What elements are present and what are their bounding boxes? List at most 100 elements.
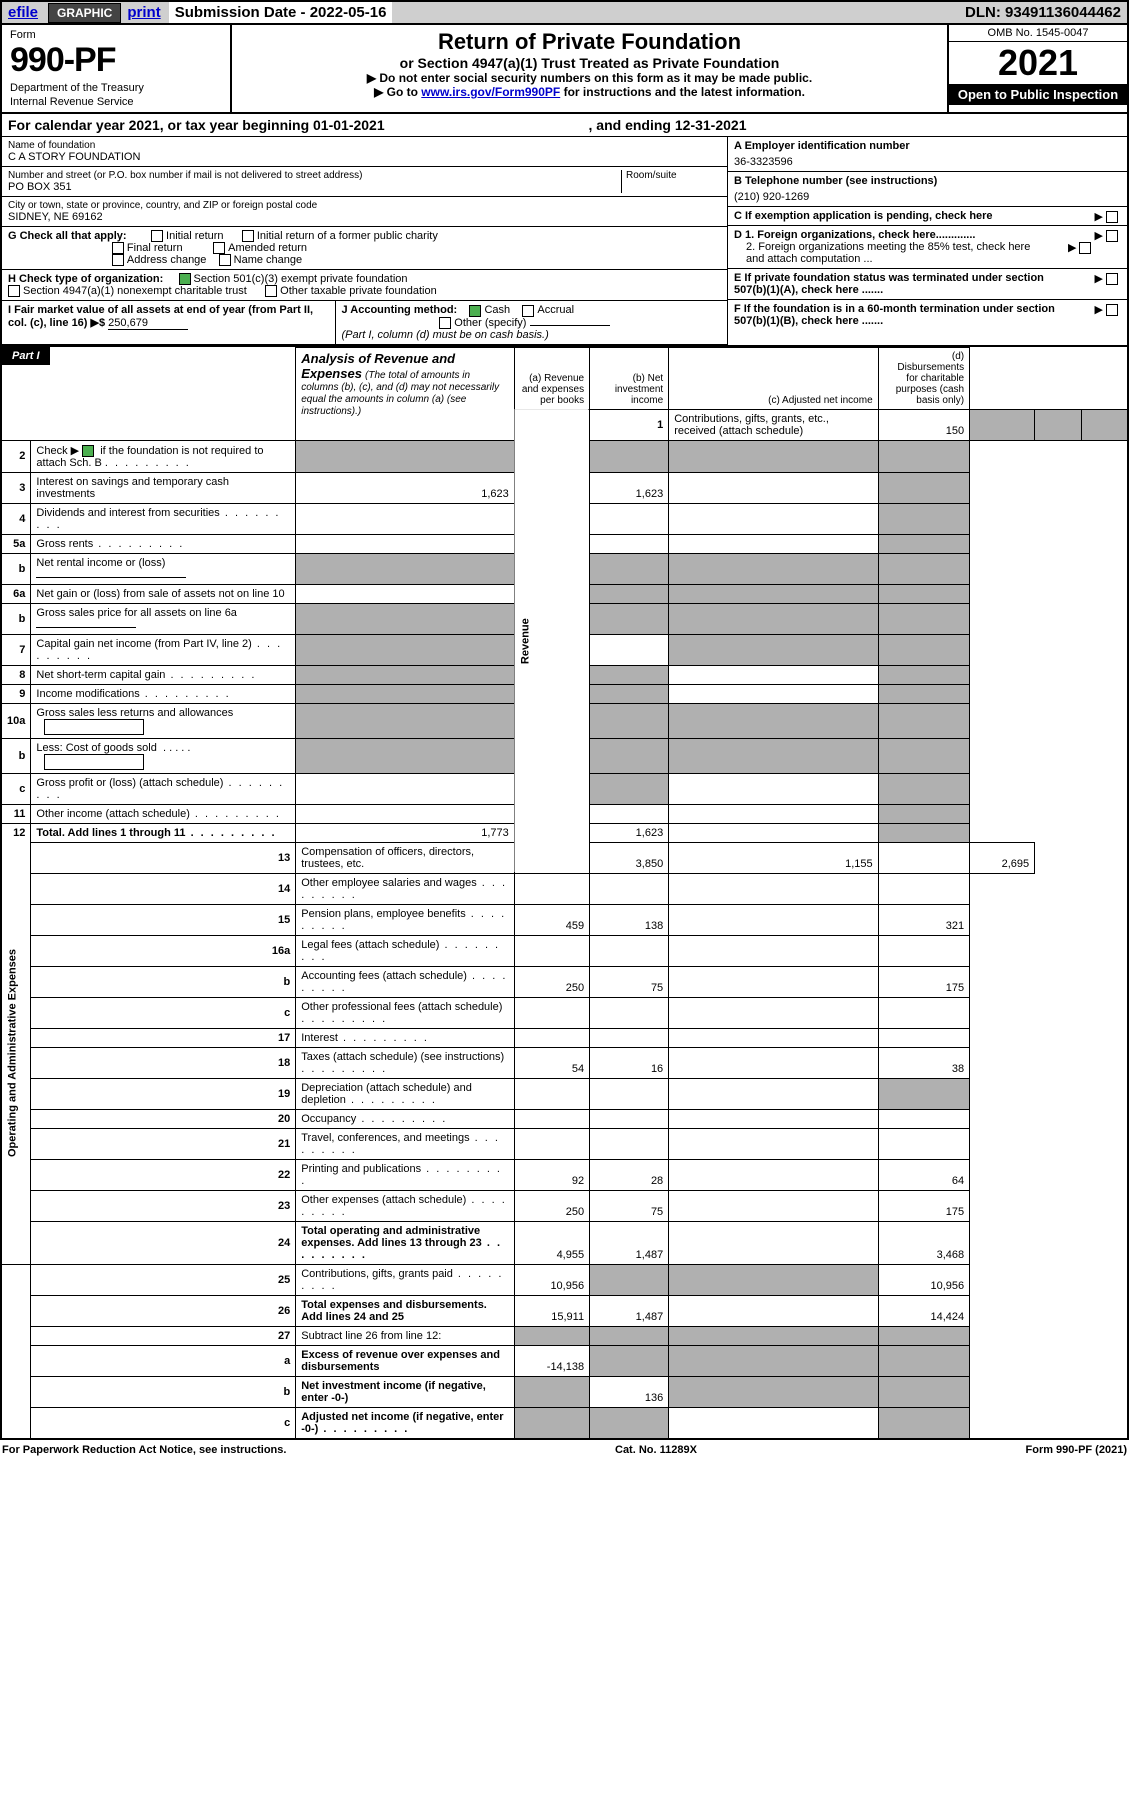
form-header: Form 990-PF Department of the Treasury I… [0,25,1129,114]
i-value: 250,679 [108,317,188,330]
part1-badge: Part I [2,347,50,365]
opt-501c3: Section 501(c)(3) exempt private foundat… [194,273,408,285]
row-16a: 16aLegal fees (attach schedule) [1,935,1128,966]
check-other-method[interactable] [439,317,451,329]
row-24: 24Total operating and administrative exp… [1,1221,1128,1264]
d2-label: 2. Foreign organizations meeting the 85%… [746,241,1046,265]
row-23: 23Other expenses (attach schedule)250751… [1,1190,1128,1221]
footer-right: Form 990-PF (2021) [1026,1444,1127,1456]
row-17: 17Interest [1,1028,1128,1047]
check-name[interactable] [219,254,231,266]
check-initial-former[interactable] [242,230,254,242]
check-other-taxable[interactable] [265,285,277,297]
info-left-col: Name of foundation C A STORY FOUNDATION … [2,137,727,345]
col-b-header: (b) Net investment income [590,347,669,409]
b-label: B Telephone number (see instructions) [734,175,1121,187]
room-label: Room/suite [626,170,721,181]
opt-4947: Section 4947(a)(1) nonexempt charitable … [23,285,247,297]
foundation-name: C A STORY FOUNDATION [8,151,721,163]
opt-name: Name change [234,254,303,266]
r2-pre: Check ▶ [36,445,82,457]
cal-pre: For calendar year 2021, or tax year begi… [8,117,313,133]
d-row: D 1. Foreign organizations, check here..… [728,226,1127,269]
cal-mid: , and ending [589,117,675,133]
info-grid: Name of foundation C A STORY FOUNDATION … [0,136,1129,347]
r1-num: 1 [590,409,669,440]
dept-treasury: Department of the Treasury [10,82,222,94]
ein-value: 36-3323596 [734,156,1121,168]
col-c-header: (c) Adjusted net income [669,347,878,409]
j-cell: J Accounting method: Cash Accrual Other … [336,301,728,343]
other-specify-blank [530,325,610,326]
check-initial[interactable] [151,230,163,242]
row-26: 26Total expenses and disbursements. Add … [1,1295,1128,1326]
row-16c: cOther professional fees (attach schedul… [1,997,1128,1028]
header-center: Return of Private Foundation or Section … [232,25,947,112]
i-cell: I Fair market value of all assets at end… [2,301,336,343]
row-15: 15Pension plans, employee benefits459138… [1,904,1128,935]
opt-other: Other (specify) [454,317,526,329]
opt-address: Address change [127,254,207,266]
omb-number: OMB No. 1545-0047 [949,25,1127,42]
header-right: OMB No. 1545-0047 2021 Open to Public In… [947,25,1127,112]
info-right-col: A Employer identification number 36-3323… [727,137,1127,345]
check-final[interactable] [112,242,124,254]
footer-mid: Cat. No. 11289X [615,1444,697,1456]
note2-pre: ▶ Go to [374,85,421,99]
opt-final: Final return [127,242,183,254]
note2-post: for instructions and the latest informat… [560,85,805,99]
check-501c3[interactable] [179,273,191,285]
c-label: C If exemption application is pending, c… [734,210,993,222]
check-schb[interactable] [82,445,94,457]
r1-b [970,409,1035,440]
cal-end: 12-31-2021 [675,117,747,133]
check-accrual[interactable] [522,305,534,317]
efile-link[interactable]: efile [2,2,44,23]
check-e[interactable] [1106,273,1118,285]
row-21: 21Travel, conferences, and meetings [1,1128,1128,1159]
check-cash[interactable] [469,305,481,317]
city-label: City or town, state or province, country… [8,200,721,211]
d1-label: D 1. Foreign organizations, check here..… [734,229,975,241]
opex-label: Operating and Administrative Expenses [1,842,31,1264]
opt-cash: Cash [484,304,510,316]
row-27a: aExcess of revenue over expenses and dis… [1,1345,1128,1376]
r1-a: 150 [878,409,969,440]
irs-link[interactable]: www.irs.gov/Form990PF [421,85,560,99]
form-subtitle: or Section 4947(a)(1) Trust Treated as P… [236,55,943,71]
print-link[interactable]: print [121,2,166,23]
j-label: J Accounting method: [342,304,458,316]
check-d1[interactable] [1106,230,1118,242]
phone-row: B Telephone number (see instructions) (2… [728,172,1127,207]
row-19: 19Depreciation (attach schedule) and dep… [1,1078,1128,1109]
graphic-button[interactable]: GRAPHIC [48,3,121,23]
row-20: 20Occupancy [1,1109,1128,1128]
submission-date: Submission Date - 2022-05-16 [169,2,393,23]
form-title: Return of Private Foundation [236,29,943,55]
check-d2[interactable] [1079,242,1091,254]
check-amended[interactable] [213,242,225,254]
row-27c: cAdjusted net income (if negative, enter… [1,1407,1128,1439]
col-d-header: (d) Disbursements for charitable purpose… [878,347,969,409]
header-left: Form 990-PF Department of the Treasury I… [2,25,232,112]
a-label: A Employer identification number [734,140,1121,152]
foundation-name-row: Name of foundation C A STORY FOUNDATION [2,137,727,167]
g-row: G Check all that apply: Initial return I… [2,227,727,270]
check-c[interactable] [1106,211,1118,223]
f-label: F If the foundation is in a 60-month ter… [734,303,1064,327]
check-address[interactable] [112,254,124,266]
address-row: Number and street (or P.O. box number if… [2,167,727,197]
row-25: 25Contributions, gifts, grants paid10,95… [1,1264,1128,1295]
form-word: Form [10,29,222,41]
h-label: H Check type of organization: [8,273,163,285]
check-4947[interactable] [8,285,20,297]
r1-c [1035,409,1081,440]
row-27: 27Subtract line 26 from line 12: [1,1326,1128,1345]
e-label: E If private foundation status was termi… [734,272,1064,296]
opt-initial-former: Initial return of a former public charit… [257,230,438,242]
check-f[interactable] [1106,304,1118,316]
f-row: F If the foundation is in a 60-month ter… [728,300,1127,330]
g-label: G Check all that apply: [8,230,127,242]
footer-left: For Paperwork Reduction Act Notice, see … [2,1444,286,1456]
dept-irs: Internal Revenue Service [10,96,222,108]
